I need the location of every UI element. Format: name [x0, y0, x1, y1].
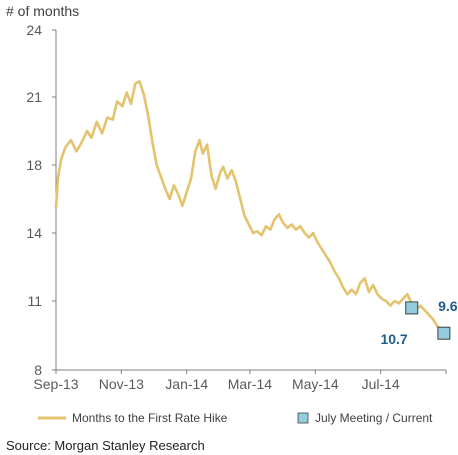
x-tick-label: Nov-13	[99, 376, 144, 392]
y-axis-label: # of months	[6, 3, 79, 19]
marker-current	[437, 326, 451, 340]
source-note: Source: Morgan Stanley Research	[6, 438, 205, 453]
x-tick-label: Sep-13	[33, 376, 78, 392]
annotation-july-value: 10.7	[380, 331, 407, 347]
x-tick-label: Jul-14	[362, 376, 400, 392]
y-tick-label: 18	[26, 157, 42, 173]
legend-label-square: July Meeting / Current	[315, 411, 433, 425]
x-tick-label: May-14	[292, 376, 339, 392]
x-tick-label: Jan-14	[165, 376, 208, 392]
annotations-layer: 10.7 9.6	[380, 298, 457, 347]
y-axis: 8 11 14 18 21 24	[26, 22, 57, 378]
annotation-current-value: 9.6	[438, 298, 458, 314]
markers-layer	[405, 301, 451, 340]
line-chart: # of months 8 11 14 18 21 24 Sep-13 Nov-13 Jan-…	[6, 3, 458, 425]
marker-july-meeting	[405, 301, 419, 315]
y-tick-label: 11	[27, 293, 42, 309]
legend-label-line: Months to the First Rate Hike	[72, 411, 228, 425]
x-tick-label: Mar-14	[228, 376, 273, 392]
y-tick-label: 24	[26, 22, 42, 38]
x-axis: Sep-13 Nov-13 Jan-14 Mar-14 May-14 Jul-14	[33, 369, 447, 392]
y-tick-label: 14	[26, 225, 42, 241]
y-tick-label: 8	[34, 362, 42, 378]
y-tick-label: 21	[26, 89, 42, 105]
legend-swatch-square	[297, 412, 309, 424]
legend: Months to the First Rate Hike July Meeti…	[38, 411, 433, 425]
series-line-months-to-first-hike	[54, 80, 442, 330]
series-layer	[54, 80, 442, 330]
